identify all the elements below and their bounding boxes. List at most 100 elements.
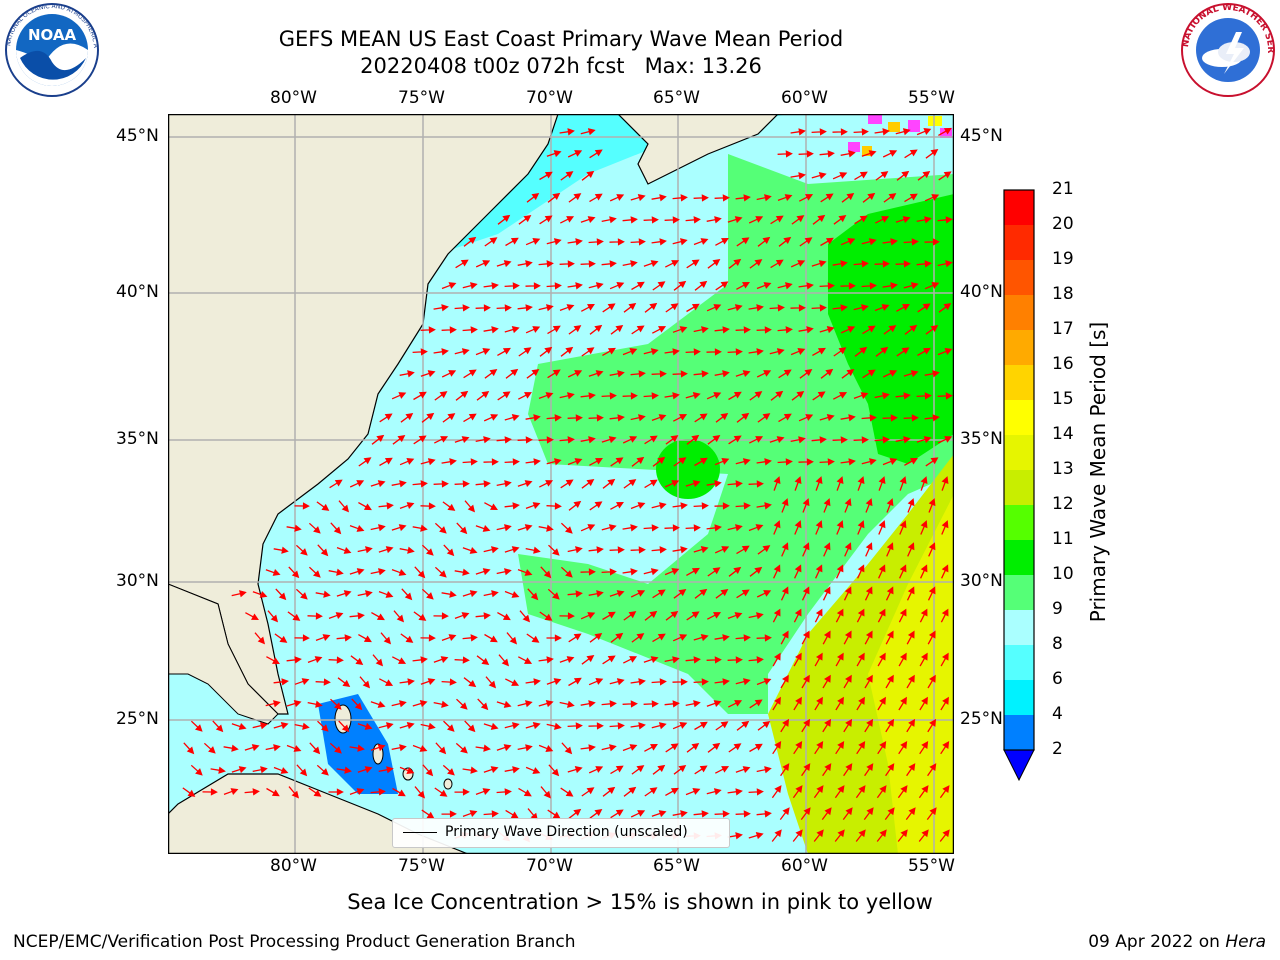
direction-arrow <box>769 436 785 444</box>
direction-arrow <box>567 766 583 774</box>
direction-arrow <box>504 546 520 554</box>
map-frame <box>168 114 954 854</box>
direction-arrow <box>770 390 784 401</box>
direction-arrow <box>463 677 477 688</box>
direction-arrow <box>735 766 751 774</box>
direction-arrow <box>644 479 658 489</box>
colorbar-segment <box>1004 295 1034 330</box>
direction-arrow <box>813 785 824 799</box>
direction-arrow <box>749 259 763 269</box>
period-core-small <box>656 439 720 499</box>
direction-arrow <box>672 370 688 378</box>
direction-arrow <box>790 348 806 356</box>
direction-arrow <box>477 698 489 711</box>
direction-arrow <box>622 260 638 268</box>
direction-arrow <box>926 807 937 820</box>
direction-arrow <box>560 171 574 181</box>
direction-arrow <box>475 612 491 620</box>
direction-arrow <box>581 170 595 181</box>
direction-arrow <box>694 765 708 775</box>
direction-arrow <box>483 326 499 334</box>
map-title: GEFS MEAN US East Coast Primary Wave Mea… <box>160 26 962 80</box>
direction-arrow <box>781 542 789 557</box>
direction-arrow <box>685 656 701 664</box>
direction-arrow <box>504 458 520 466</box>
direction-arrow <box>286 744 302 752</box>
direction-arrow <box>904 324 918 335</box>
direction-arrow <box>644 744 658 752</box>
direction-arrow <box>525 282 541 290</box>
direction-arrow <box>525 678 541 686</box>
colorbar-tick-label: 9 <box>1052 599 1063 619</box>
direction-arrow <box>736 720 750 731</box>
direction-arrow <box>714 194 730 202</box>
direction-arrow <box>505 809 519 819</box>
direction-arrow <box>883 193 897 203</box>
nws-logo: NATIONAL WEATHER SERVICE <box>1175 0 1278 98</box>
direction-arrow <box>455 390 469 401</box>
direction-arrow <box>840 282 856 290</box>
direction-arrow <box>844 542 852 557</box>
direction-arrow <box>878 520 886 535</box>
direction-arrow <box>801 630 810 645</box>
direction-arrow <box>919 741 929 755</box>
direction-arrow <box>505 678 520 686</box>
direction-arrow <box>538 260 554 268</box>
direction-arrow <box>756 810 772 818</box>
direction-arrow <box>559 128 575 136</box>
direction-arrow <box>358 457 372 467</box>
direction-arrow <box>772 696 781 711</box>
direction-arrow <box>812 214 826 225</box>
direction-arrow <box>581 478 595 489</box>
direction-arrow <box>630 678 646 686</box>
direction-arrow <box>864 763 874 777</box>
direction-arrow <box>380 632 392 645</box>
direction-arrow <box>853 260 869 268</box>
direction-arrow <box>483 458 499 466</box>
direction-arrow <box>899 564 907 579</box>
colorbar-segment <box>1004 260 1034 295</box>
direction-arrow <box>780 674 789 689</box>
direction-arrow <box>854 215 868 225</box>
direction-arrow <box>672 810 688 818</box>
colorbar-extend-arrow <box>1003 749 1035 782</box>
direction-arrow <box>906 674 915 689</box>
direction-arrow <box>864 586 873 601</box>
direction-arrow <box>288 786 300 799</box>
direction-arrow <box>527 588 539 601</box>
direction-arrow <box>567 370 583 378</box>
direction-arrow <box>517 304 533 312</box>
direction-arrow <box>833 214 847 225</box>
direction-arrow <box>853 304 869 312</box>
direction-arrow <box>392 656 407 664</box>
colorbar-tick-label: 4 <box>1052 704 1063 724</box>
direction-arrow <box>780 763 790 777</box>
direction-arrow <box>769 304 785 312</box>
direction-arrow <box>351 698 363 711</box>
direction-arrow <box>749 743 763 753</box>
direction-arrow <box>547 588 560 600</box>
direction-arrow <box>433 612 449 620</box>
direction-arrow <box>862 325 876 335</box>
direction-arrow <box>772 652 781 667</box>
direction-arrow <box>517 524 533 532</box>
direction-arrow <box>601 260 617 268</box>
direction-arrow <box>567 722 583 730</box>
direction-arrow <box>379 678 394 686</box>
direction-arrow <box>643 260 659 268</box>
direction-arrow <box>840 238 856 246</box>
direction-arrow <box>560 522 573 534</box>
direction-arrow <box>580 304 595 312</box>
direction-arrow <box>252 722 268 730</box>
direction-arrow <box>643 568 659 576</box>
direction-arrow <box>780 586 789 601</box>
direction-arrow <box>483 722 499 730</box>
lon-label: 65°W <box>653 856 700 876</box>
direction-arrow <box>273 766 289 774</box>
direction-arrow <box>811 304 827 312</box>
direction-arrow <box>924 238 940 246</box>
direction-arrow <box>483 414 499 422</box>
direction-arrow <box>728 391 742 401</box>
direction-arrow <box>643 524 659 532</box>
direction-arrow <box>706 304 722 312</box>
